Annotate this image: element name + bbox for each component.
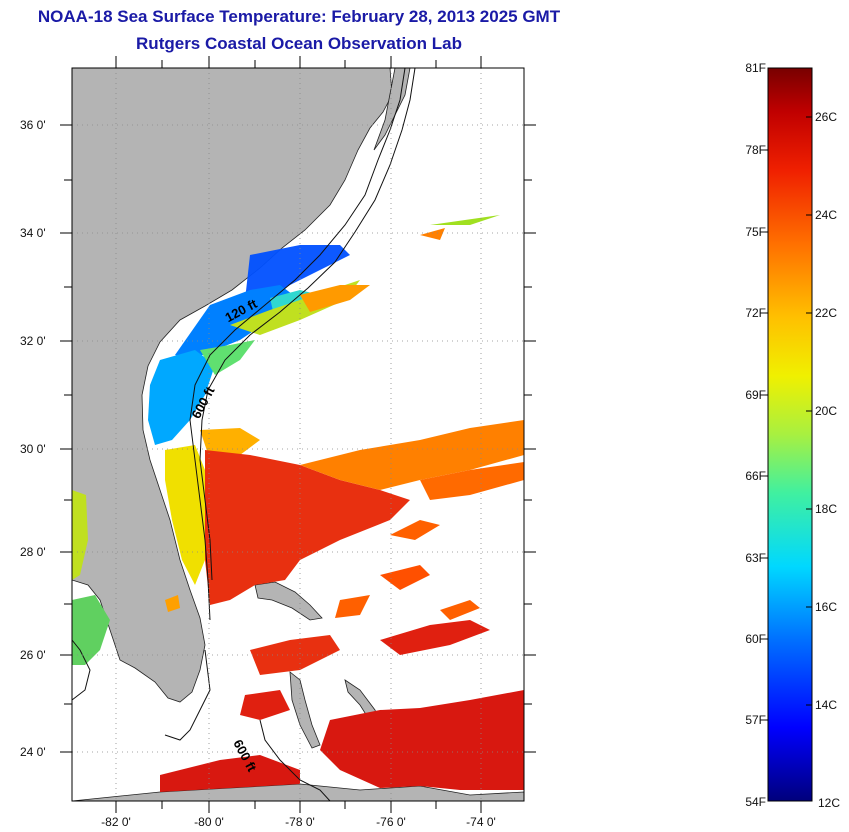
- sst-swaths: [72, 215, 524, 792]
- lat-label-26: 26 0': [20, 648, 46, 662]
- colorbar-f-label-78: 78F: [745, 143, 766, 157]
- lat-label-32: 32 0': [20, 334, 46, 348]
- colorbar: [767, 67, 813, 802]
- colorbar-f-label-69: 69F: [745, 388, 766, 402]
- lon-label-78: -78 0': [285, 815, 315, 829]
- lat-label-28: 28 0': [20, 545, 46, 559]
- colorbar-f-label-72: 72F: [745, 306, 766, 320]
- gridlines: [72, 68, 524, 801]
- colorbar-c-label-20: 20C: [815, 404, 838, 418]
- land-bahamas-2: [289, 671, 321, 749]
- lat-label-34: 34 0': [20, 226, 46, 240]
- lon-label-74: -74 0': [466, 815, 496, 829]
- land-outer-banks: [373, 68, 411, 151]
- colorbar-c-label-24: 24C: [815, 208, 838, 222]
- colorbar-f-label-54: 54F: [745, 795, 766, 809]
- colorbar-c-label-12: 12C: [818, 796, 841, 810]
- colorbar-c-label-26: 26C: [815, 110, 838, 124]
- lat-label-30: 30 0': [20, 442, 46, 456]
- lon-label-76: -76 0': [376, 815, 406, 829]
- land-bahamas-1: [254, 581, 323, 621]
- colorbar-c-label-16: 16C: [815, 600, 838, 614]
- land-us-mainland: [72, 68, 393, 703]
- colorbar-f-label-66: 66F: [745, 469, 766, 483]
- map-frame: [71, 67, 525, 802]
- colorbar-f-label-63: 63F: [745, 551, 766, 565]
- map-subtitle: Rutgers Coastal Ocean Observation Lab: [136, 34, 462, 53]
- lon-label-80: -80 0': [194, 815, 224, 829]
- colorbar-ticks: [760, 116, 812, 721]
- map-area: [72, 68, 524, 801]
- colorbar-c-label-14: 14C: [815, 698, 838, 712]
- lat-label-36: 36 0': [20, 118, 46, 132]
- lon-label-82: -82 0': [101, 815, 131, 829]
- colorbar-f-label-81: 81F: [745, 61, 766, 75]
- colorbar-c-label-18: 18C: [815, 502, 838, 516]
- colorbar-f-label-60: 60F: [745, 632, 766, 646]
- colorbar-f-label-75: 75F: [745, 225, 766, 239]
- colorbar-f-label-57: 57F: [745, 713, 766, 727]
- colorbar-c-label-22: 22C: [815, 306, 838, 320]
- lat-label-24: 24 0': [20, 745, 46, 759]
- axis-ticks: [60, 56, 536, 813]
- map-title: NOAA-18 Sea Surface Temperature: Februar…: [37, 7, 561, 26]
